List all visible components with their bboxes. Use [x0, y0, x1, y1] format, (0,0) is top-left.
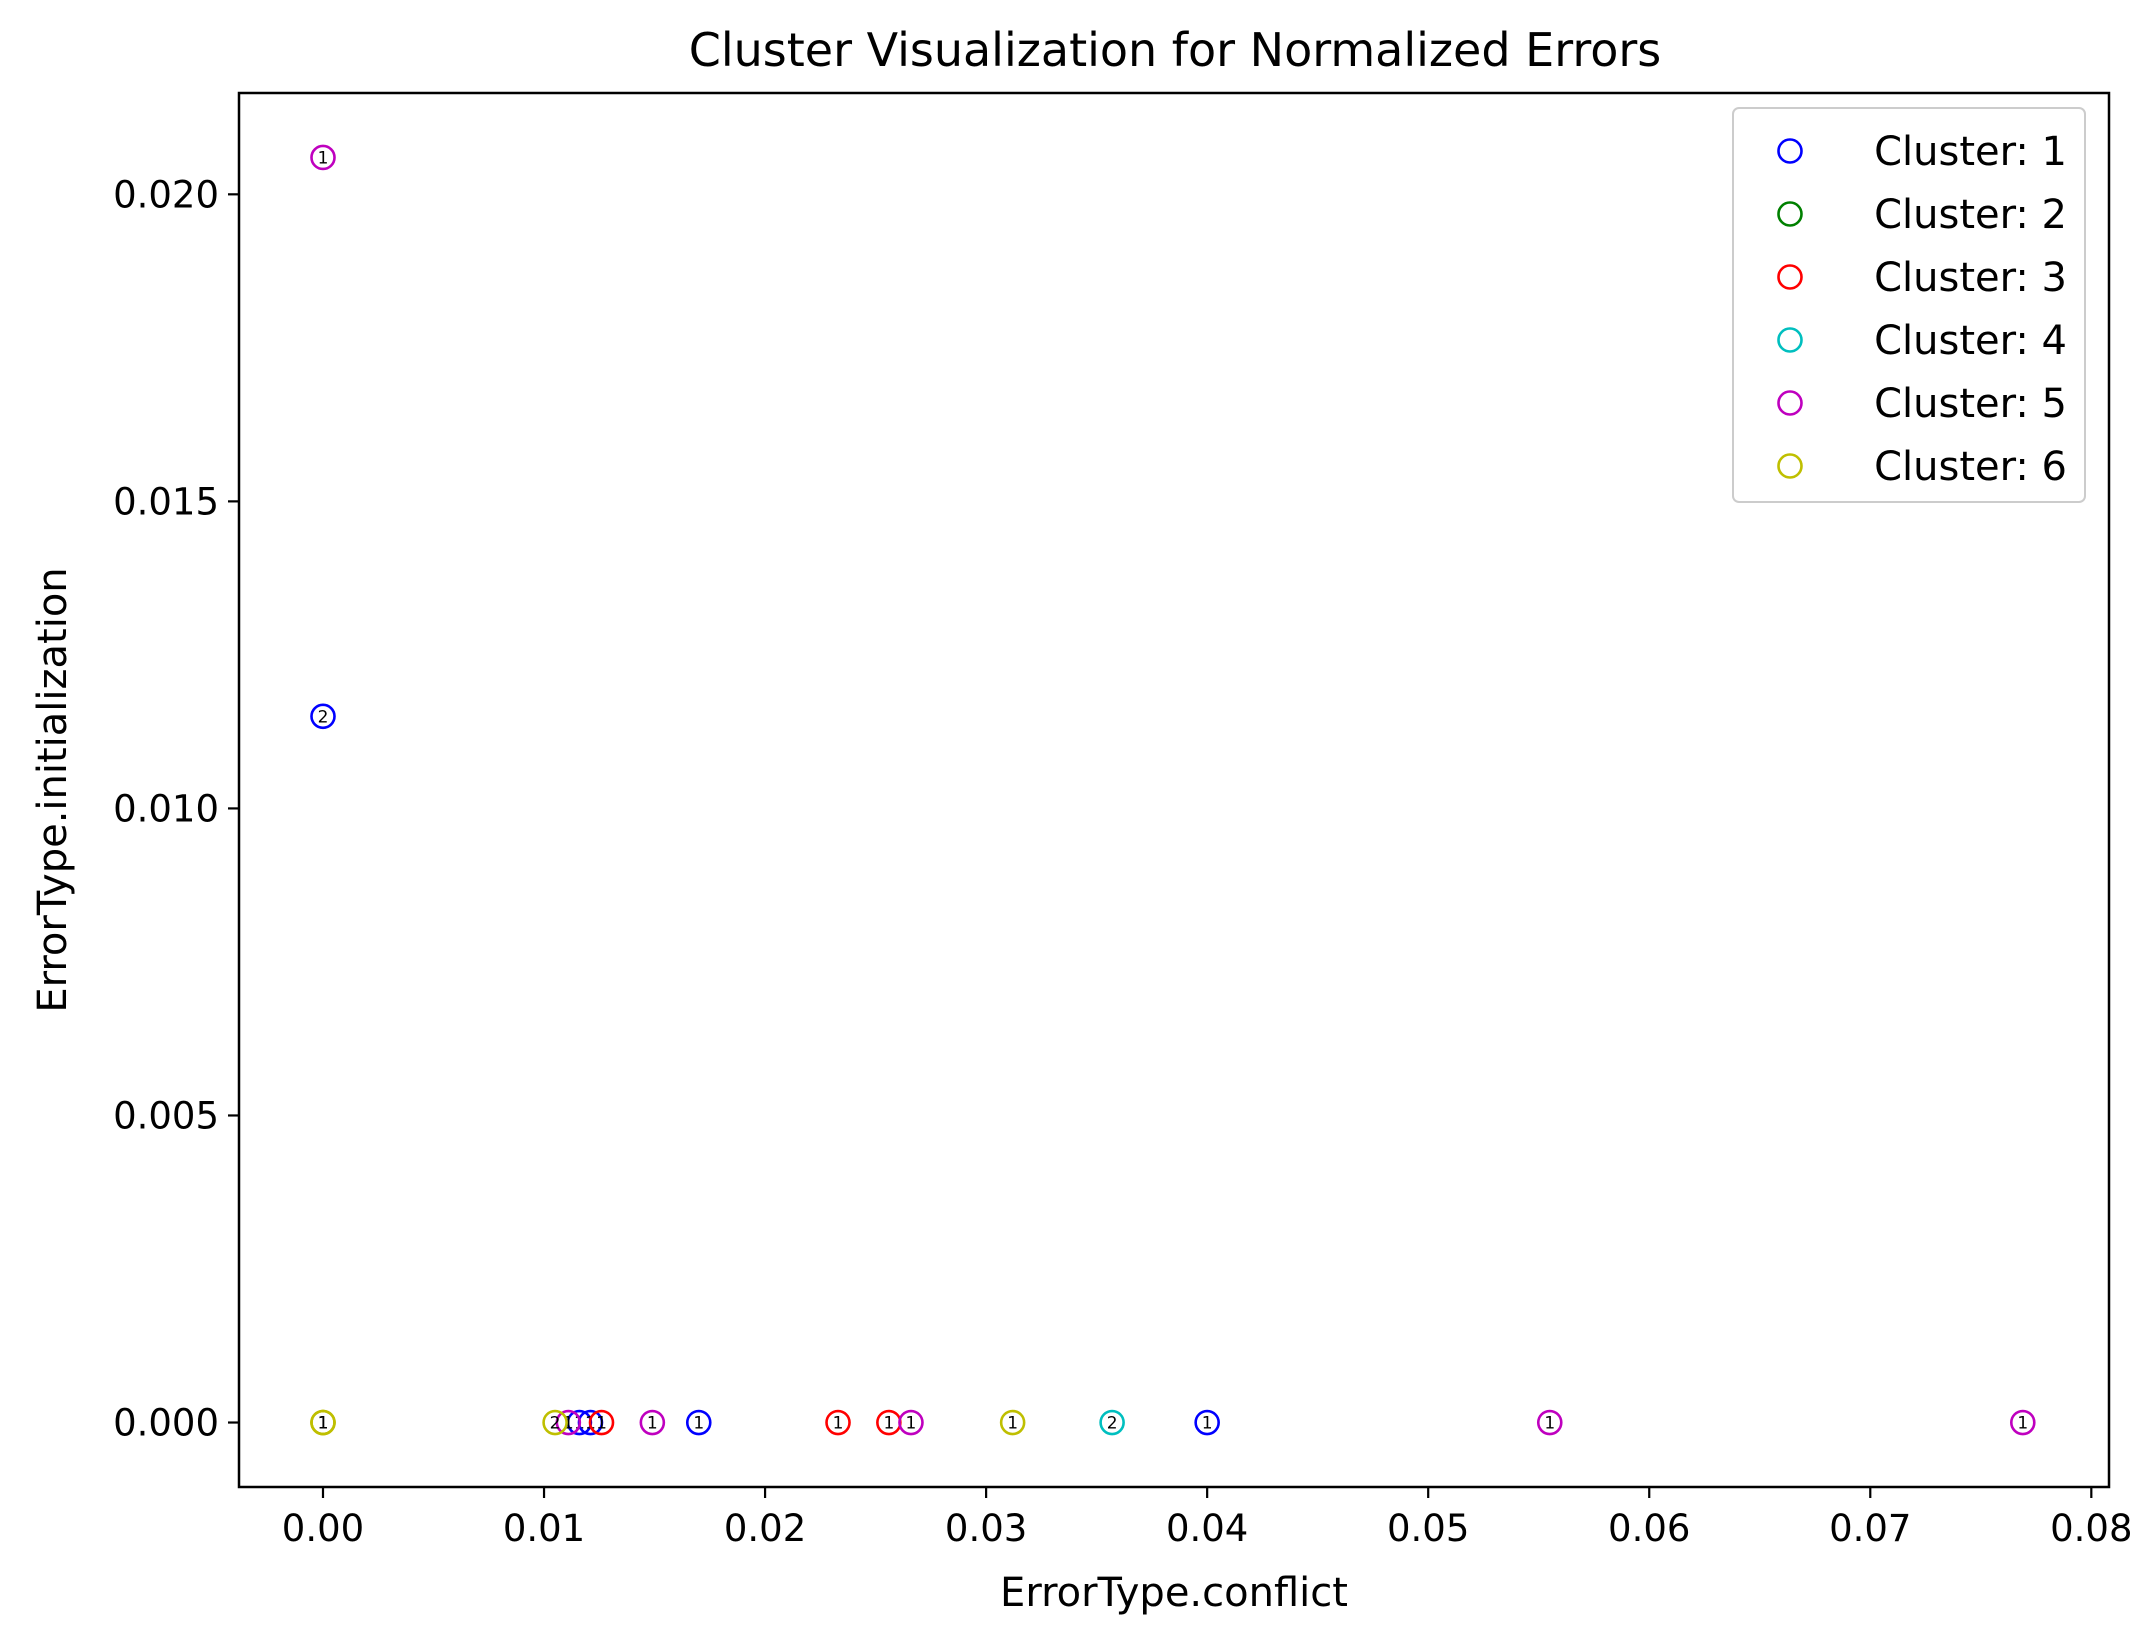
x-tick-label: 0.01 — [503, 1507, 585, 1550]
point-count-label: 1 — [318, 148, 329, 168]
x-tick-label: 0.02 — [724, 1507, 806, 1550]
legend-marker — [1777, 390, 1803, 416]
legend-entry: Cluster: 3 — [1874, 255, 2067, 301]
point-count-label: 1 — [596, 1414, 607, 1434]
data-point — [310, 703, 336, 730]
legend-marker — [1777, 327, 1803, 353]
data-point — [555, 1409, 582, 1436]
point-count-label: 1 — [647, 1414, 658, 1434]
series-cluster-1: 21 1 1 1 — [310, 703, 1220, 1436]
plot-frame — [237, 91, 2111, 1489]
point-count-label: 2 — [318, 707, 329, 727]
y-axis: 0.000 0.005 0.010 0.015 0.020 — [113, 173, 239, 1445]
point-count-label: 1 — [883, 1414, 894, 1434]
point-count-label: 1 — [318, 1414, 329, 1434]
point-count-label: 1 — [1007, 1414, 1018, 1434]
y-tick-label: 0.010 — [113, 787, 219, 830]
legend-frame — [1732, 107, 2086, 503]
data-point — [639, 1409, 666, 1436]
data-point — [2009, 1409, 2036, 1436]
point-count-label: 1 — [1202, 1414, 1213, 1434]
y-tick-label: 0.020 — [113, 173, 219, 216]
legend: Cluster: 1 Cluster: 2 Cluster: 3 Cluster: 4… — [1732, 107, 2086, 503]
legend-entry: Cluster: 1 — [1874, 129, 2067, 175]
legend-marker — [1777, 138, 1803, 164]
data-point — [1099, 1409, 1125, 1436]
x-tick-label: 0.05 — [1387, 1507, 1469, 1550]
point-count-label: 2 — [1107, 1414, 1118, 1434]
data-point — [999, 1409, 1026, 1436]
chart-title: Cluster Visualization for Normalized Err… — [689, 23, 1662, 77]
data-point — [588, 1409, 615, 1436]
y-axis-label: ErrorType.initialization — [30, 567, 76, 1012]
data-point — [898, 1409, 924, 1436]
point-count-label: 1 — [2017, 1414, 2028, 1434]
series-cluster-6: 111 2 1 — [310, 1409, 1026, 1436]
x-tick-label: 0.04 — [1166, 1507, 1248, 1550]
x-tick-label: 0.03 — [945, 1507, 1027, 1550]
series-cluster-4: 2 — [1099, 1409, 1125, 1436]
point-count-label: 1 — [833, 1414, 844, 1434]
data-point — [825, 1409, 851, 1436]
legend-entry: Cluster: 6 — [1874, 444, 2067, 490]
legend-marker — [1777, 453, 1803, 479]
x-tick-label: 0.00 — [282, 1507, 364, 1550]
point-count-label: 1 — [318, 1414, 329, 1434]
data-point — [542, 1409, 568, 1436]
x-tick-label: 0.07 — [1829, 1507, 1911, 1550]
y-tick-label: 0.005 — [113, 1094, 219, 1137]
y-tick-label: 0.015 — [113, 480, 219, 523]
legend-marker — [1777, 264, 1803, 290]
data-point — [1194, 1409, 1220, 1436]
legend-entry: Cluster: 2 — [1874, 192, 2067, 238]
point-count-label: 1 — [563, 1414, 574, 1434]
data-point — [685, 1409, 712, 1436]
x-tick-label: 0.06 — [1608, 1507, 1690, 1550]
legend-entry: Cluster: 4 — [1874, 318, 2067, 364]
point-count-label: 1 — [318, 1414, 329, 1434]
data-point — [310, 144, 336, 171]
point-count-label: 1 — [693, 1414, 704, 1434]
data-point — [1536, 1409, 1563, 1436]
y-tick-label: 0.000 — [113, 1402, 219, 1445]
legend-entry: Cluster: 5 — [1874, 381, 2067, 427]
series-cluster-3: 1 1 1 — [588, 1409, 902, 1436]
point-count-label: 2 — [550, 1414, 561, 1434]
point-count-label: 1 — [906, 1414, 917, 1434]
data-point — [310, 1409, 336, 1436]
x-axis-label: ErrorType.conflict — [1000, 1570, 1348, 1616]
point-count-label: 1 — [1544, 1414, 1555, 1434]
series-cluster-5: 11 1 1 1 1 — [310, 144, 2036, 1436]
x-axis: 0.00 0.01 0.02 0.03 0.04 0.05 0.06 0.07 0.08 — [282, 1487, 2133, 1550]
legend-marker — [1777, 201, 1803, 227]
x-tick-label: 0.08 — [2050, 1507, 2132, 1550]
